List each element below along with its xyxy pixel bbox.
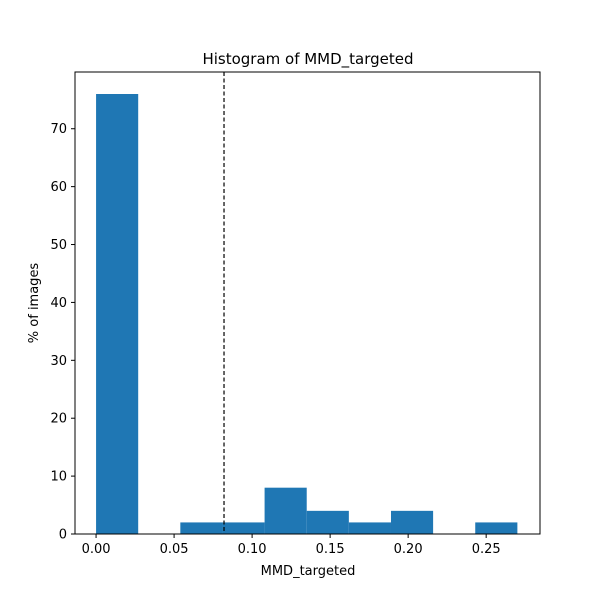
histogram-bar xyxy=(306,510,349,534)
chart-title: Histogram of MMD_targeted xyxy=(202,50,413,69)
y-tick-label: 20 xyxy=(50,412,67,427)
histogram-bar xyxy=(390,510,434,534)
x-tick-label: 0.15 xyxy=(316,542,345,557)
y-tick-label: 60 xyxy=(50,180,67,195)
x-tick-label: 0.00 xyxy=(82,542,111,557)
y-tick-label: 50 xyxy=(50,238,67,253)
y-tick-label: 30 xyxy=(50,354,67,369)
x-tick-label: 0.25 xyxy=(472,542,501,557)
x-axis-title: MMD_targeted xyxy=(261,564,356,579)
plot-area: 0.00 0.05 0.10 0.15 0.20 0.25 0 10 20 30 40 50 60 70 xyxy=(50,71,541,557)
axes-frame xyxy=(74,71,541,535)
histogram-bar xyxy=(264,487,307,534)
histogram-bar xyxy=(475,522,518,534)
y-tick-label: 70 xyxy=(50,122,67,137)
histogram-bar xyxy=(222,522,265,534)
histogram-bar xyxy=(348,522,391,534)
x-tick-label: 0.10 xyxy=(238,542,267,557)
y-axis-title: % of images xyxy=(27,263,42,344)
histogram-bar xyxy=(180,522,223,534)
y-tick-label: 0 xyxy=(59,528,67,543)
x-tick-label: 0.20 xyxy=(394,542,423,557)
histogram-bar xyxy=(96,94,139,534)
y-tick-label: 10 xyxy=(50,470,67,485)
y-tick-label: 40 xyxy=(50,296,67,311)
x-tick-label: 0.05 xyxy=(160,542,189,557)
